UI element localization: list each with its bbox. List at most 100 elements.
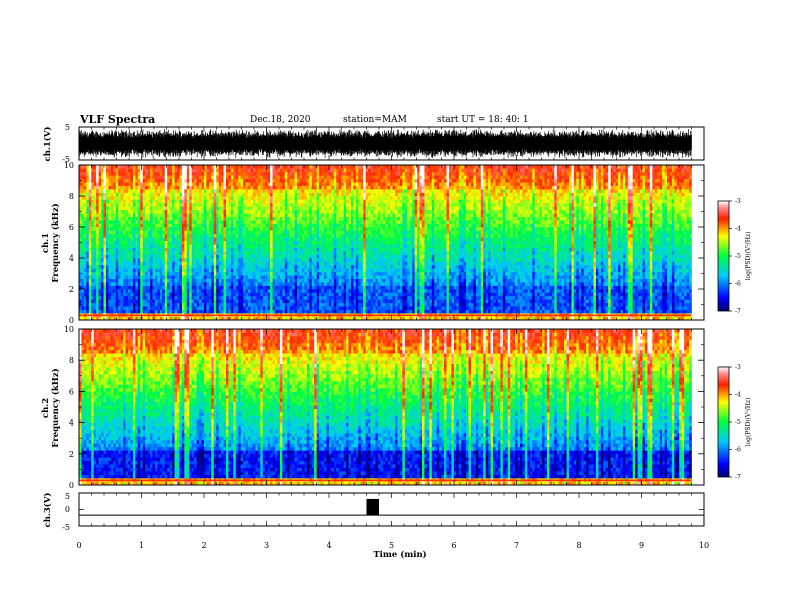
spectrogram-cell <box>96 189 99 193</box>
spectrogram-cell <box>99 286 102 290</box>
spectrogram-cell <box>150 275 153 279</box>
spectrogram-cell <box>138 289 141 293</box>
spectrogram-cell <box>130 244 133 248</box>
spectrogram-cell <box>143 217 146 221</box>
spectrogram-cell <box>123 182 126 186</box>
spectrogram-cell <box>130 261 133 265</box>
spectrogram-cell <box>157 279 160 283</box>
spectrogram-cell <box>126 206 129 210</box>
spectrogram-cell <box>118 220 121 224</box>
spectrogram-cell <box>118 251 121 255</box>
spectrogram-cell <box>108 206 111 210</box>
spectrogram-cell <box>84 168 87 172</box>
spectrogram-cell <box>153 275 156 279</box>
spectrogram-cell <box>84 189 87 193</box>
spectrogram-cell <box>86 175 89 179</box>
spectrogram-cell <box>126 248 129 252</box>
spectrogram-cell <box>111 292 114 296</box>
spectrogram-cell <box>111 265 114 269</box>
spectrogram-cell <box>99 289 102 293</box>
spectrogram-cell <box>91 234 94 238</box>
spectrogram-cell <box>96 244 99 248</box>
spectrogram-cell <box>123 268 126 272</box>
spectrogram-cell <box>121 306 124 310</box>
spectrogram-cell <box>81 196 84 200</box>
spectrogram-cell <box>106 258 109 262</box>
spectrogram-cell <box>148 306 151 310</box>
spectrogram-cell <box>140 299 143 303</box>
spectrogram-cell <box>96 275 99 279</box>
spectrogram-cell <box>162 210 165 214</box>
spectrogram-cell <box>148 241 151 245</box>
spectrogram-cell <box>160 237 163 241</box>
spectrogram-cell <box>121 251 124 255</box>
spectrogram-cell <box>130 203 133 207</box>
spectrogram-cell <box>160 292 163 296</box>
spectrogram-cell <box>116 272 119 276</box>
spectrogram-cell <box>162 203 165 207</box>
spectrogram-cell <box>143 268 146 272</box>
spectrogram-cell <box>108 299 111 303</box>
spectrogram-cell <box>155 234 158 238</box>
spectrogram-cell <box>118 261 121 265</box>
spectrogram-cell <box>133 296 136 300</box>
spectrogram-cell <box>121 230 124 234</box>
spectrogram-cell <box>94 282 97 286</box>
spectrogram-cell <box>140 193 143 197</box>
spectrogram-cell <box>155 217 158 221</box>
spectrogram-cell <box>150 189 153 193</box>
spectrogram-cell <box>111 310 114 314</box>
spectrogram-cell <box>135 210 138 214</box>
spectrogram-cell <box>113 196 116 200</box>
spectrogram-cell <box>138 258 141 262</box>
spectrogram-cell <box>99 251 102 255</box>
spectrogram-cell <box>135 206 138 210</box>
spectrogram-cell <box>135 310 138 314</box>
spectrogram-cell <box>89 265 92 269</box>
spectrogram-cell <box>155 182 158 186</box>
spectrogram-cell <box>133 234 136 238</box>
spectrogram-cell <box>111 206 114 210</box>
spectrogram-cell <box>99 292 102 296</box>
spectrogram-cell <box>145 206 148 210</box>
spectrogram-cell <box>89 237 92 241</box>
spectrogram-cell <box>130 227 133 231</box>
spectrogram-cell <box>138 172 141 176</box>
spectrogram-cell <box>84 179 87 183</box>
spectrogram-cell <box>162 241 165 245</box>
spectrogram-cell <box>160 248 163 252</box>
spectrogram-cell <box>155 172 158 176</box>
spectrogram-cell <box>113 265 116 269</box>
spectrogram-cell <box>121 217 124 221</box>
spectrogram-cell <box>155 230 158 234</box>
spectrogram-cell <box>86 227 89 231</box>
spectrogram-cell <box>153 172 156 176</box>
spectrogram-cell <box>128 306 131 310</box>
spectrogram-cell <box>101 292 104 296</box>
spectrogram-cell <box>130 268 133 272</box>
spectrogram-cell <box>157 289 160 293</box>
spectrogram-cell <box>96 186 99 190</box>
spectrogram-cell <box>99 203 102 207</box>
spectrogram-cell <box>81 199 84 203</box>
spectrogram-cell <box>148 220 151 224</box>
spectrogram-cell <box>106 179 109 183</box>
spectrogram-cell <box>143 210 146 214</box>
spectrogram-cell <box>162 261 165 265</box>
spectrogram-cell <box>104 224 107 228</box>
spectrogram-cell <box>153 227 156 231</box>
spectrogram-cell <box>135 234 138 238</box>
spectrogram-cell <box>84 303 87 307</box>
spectrogram-cell <box>148 282 151 286</box>
spectrogram-cell <box>135 193 138 197</box>
spectrogram-cell <box>84 279 87 283</box>
spectrogram-cell <box>135 282 138 286</box>
spectrogram-cell <box>153 289 156 293</box>
spectrogram-cell <box>157 244 160 248</box>
spectrogram-cell <box>143 258 146 262</box>
spectrogram-cell <box>157 282 160 286</box>
spectrogram-cell <box>101 210 104 214</box>
spectrogram-cell <box>99 189 102 193</box>
spectrogram-cell <box>104 175 107 179</box>
spectrogram-cell <box>99 261 102 265</box>
